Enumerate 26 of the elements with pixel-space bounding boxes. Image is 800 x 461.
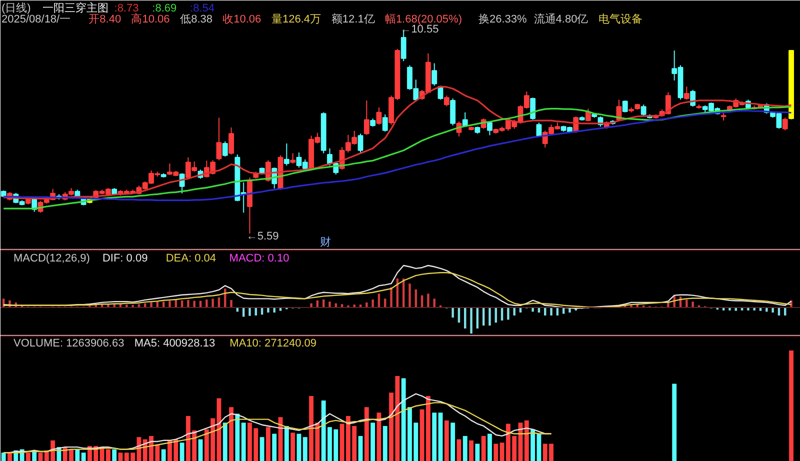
text: 换26.33% [478, 14, 528, 26]
text: MACD: 0.10 [229, 252, 290, 264]
text: MA10: 271240.09 [230, 338, 317, 350]
text: :8.73 [114, 2, 139, 14]
text: 收10.06 [222, 14, 262, 26]
text: :8.54 [190, 2, 215, 14]
text: 流通4.80亿 [534, 12, 588, 26]
text: 低8.38 [180, 14, 213, 26]
text: 开8.40 [88, 14, 122, 26]
text: DIF: 0.09 [102, 252, 148, 264]
text: MA5: 400928.13 [134, 338, 216, 350]
chart-title: (日线) [2, 2, 31, 14]
chart-subtitle: 一阳三穿主图 [42, 2, 108, 14]
text: DEA: 0.04 [166, 252, 216, 264]
annotation: ←10.55 [400, 24, 439, 36]
text: 高10.06 [131, 12, 170, 26]
annotation: ←5.59 [246, 230, 279, 242]
text: 幅1.68(20.05%) [384, 14, 462, 26]
text: :8.69 [152, 2, 177, 14]
text: 2025/08/18/一 [2, 14, 71, 26]
text: 额12.1亿 [331, 12, 375, 26]
chart-title: MACD(12,26,9) [14, 252, 90, 264]
text: 财 [320, 236, 331, 248]
text: 量126.4万 [272, 14, 322, 26]
text: 电气设备 [598, 12, 642, 26]
chart-title: VOLUME: 1263906.63 [14, 338, 124, 350]
